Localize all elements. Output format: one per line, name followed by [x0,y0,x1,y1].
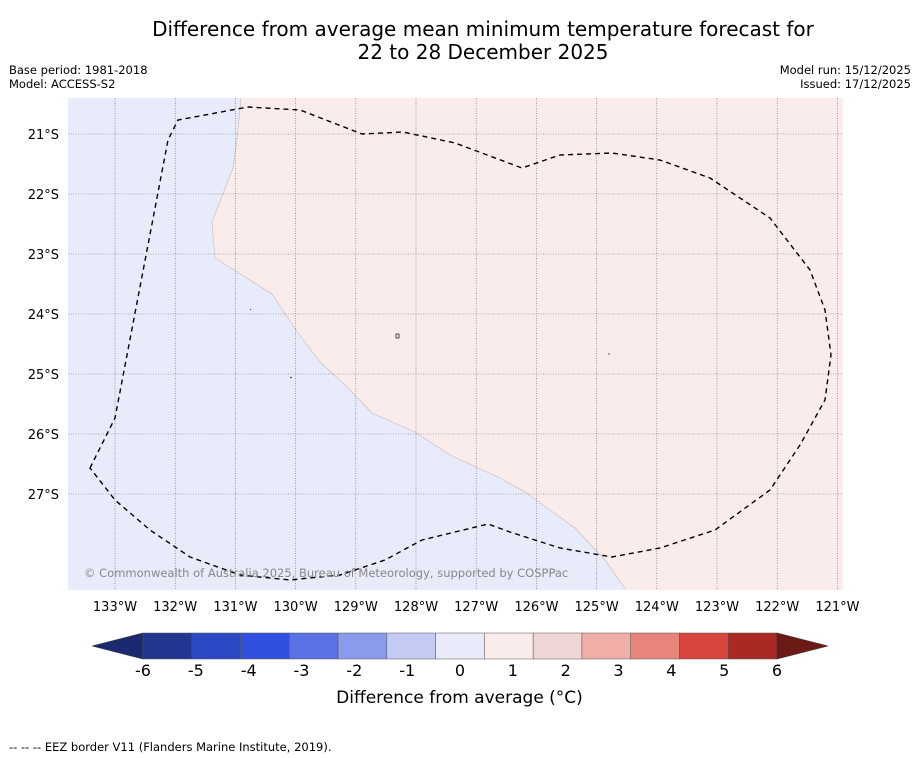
lat-label: 23°S [28,248,59,263]
lon-label: 121°W [815,600,859,615]
title-line-2: 22 to 28 December 2025 [357,40,609,64]
title-line-1: Difference from average mean minimum tem… [152,17,814,41]
colorbar-label: Difference from average (°C) [336,688,583,708]
meta-left: Base period: 1981-2018 Model: ACCESS-S2 [9,63,148,91]
copyright-notice: © Commonwealth of Australia 2025, Bureau… [84,566,568,580]
model-run: Model run: 15/12/2025 [779,63,911,77]
lon-label: 125°W [575,600,619,615]
meta-right: Model run: 15/12/2025 Issued: 17/12/2025 [780,63,911,91]
longitude-labels: 133°W 132°W 131°W 130°W 129°W 128°W 127°W 126°W… [93,600,860,615]
lon-label: 123°W [695,600,739,615]
eez-border [89,106,832,581]
chart-title: Difference from average mean minimum tem… [0,18,919,64]
lon-label: 132°W [153,600,197,615]
lon-label: 128°W [394,600,438,615]
lon-label: 122°W [755,600,799,615]
latitude-labels: 21°S 22°S 23°S 24°S 25°S 26°S 27°S [28,128,59,503]
graticule [68,98,843,590]
lon-label: 127°W [454,600,498,615]
lon-label: 130°W [274,600,318,615]
lat-label: 25°S [28,368,59,383]
lon-label: 124°W [635,600,679,615]
warm-anomaly-region [212,98,843,590]
region-boundary [211,98,627,590]
issued-date: Issued: 17/12/2025 [800,77,911,91]
island-marker [249,308,610,379]
lon-label: 131°W [213,600,257,615]
forecast-map: 21°S22°S23°S24°S25°S26°S27°S 133°W 132°W 1… [28,98,860,615]
lon-label: 129°W [334,600,378,615]
lat-label: 27°S [28,488,59,503]
lat-label: 22°S [28,188,59,203]
model-name: Model: ACCESS-S2 [9,77,116,91]
lat-label: 24°S [28,308,59,323]
lat-label: 21°S [28,128,59,143]
lat-label: 26°S [28,428,59,443]
lon-label: 133°W [93,600,137,615]
eez-legend: -- -- -- EEZ border V11 (Flanders Marine… [9,740,332,754]
lon-label: 126°W [514,600,558,615]
base-period: Base period: 1981-2018 [9,63,148,77]
